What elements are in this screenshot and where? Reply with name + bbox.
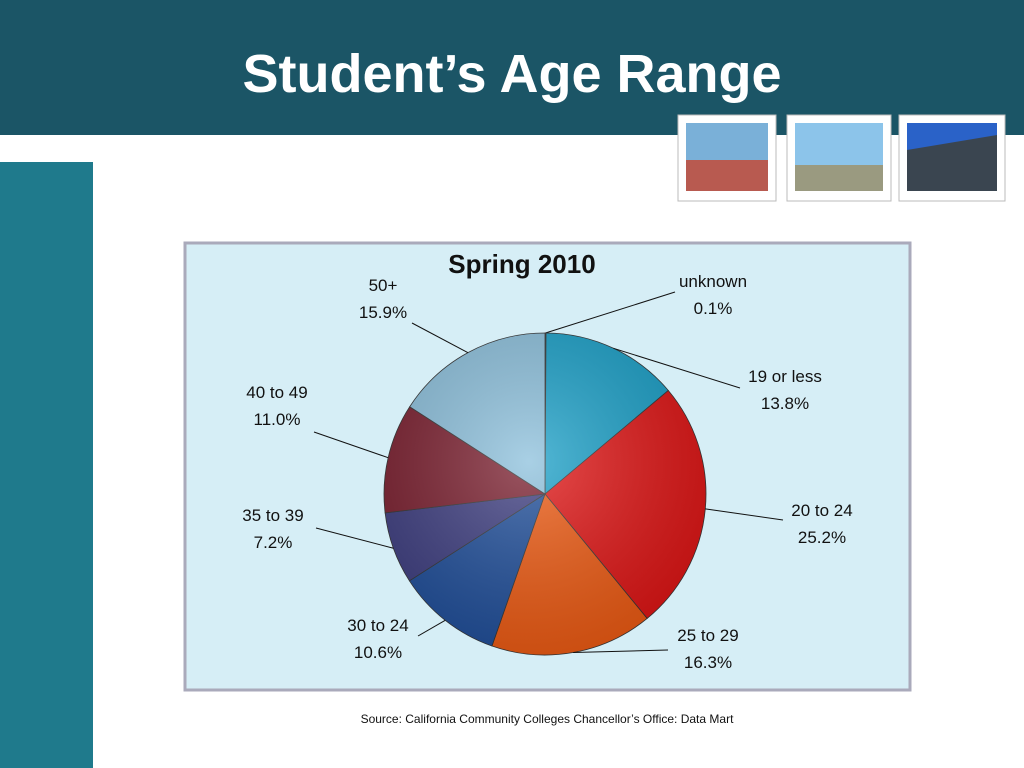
slice-value-label: 13.8% (761, 394, 809, 413)
leader-line (315, 527, 394, 549)
slice-value-label: 16.3% (684, 653, 732, 672)
source-note: Source: California Community Colleges Ch… (361, 712, 734, 726)
slice-label: 25 to 29 (677, 626, 738, 645)
photos (677, 114, 1006, 202)
slice-value-label: 10.6% (354, 643, 402, 662)
slice-value-label: 15.9% (359, 303, 407, 322)
slice-label: 20 to 24 (791, 501, 852, 520)
chart-title: Spring 2010 (448, 249, 595, 279)
slice-label: 35 to 39 (242, 506, 303, 525)
slide-title: Student’s Age Range (242, 44, 781, 104)
slice-label: 30 to 24 (347, 616, 408, 635)
slice-value-label: 11.0% (254, 410, 301, 429)
leader-line (705, 508, 784, 521)
leader-line (545, 291, 676, 334)
slice-label: 50+ (369, 276, 398, 295)
slice-label: unknown (679, 272, 747, 291)
slice-value-label: 7.2% (254, 533, 293, 552)
leader-line (313, 431, 389, 459)
header-band (0, 0, 1024, 135)
side-bar (0, 162, 93, 768)
slice-value-label: 25.2% (798, 528, 846, 547)
slice-label: 40 to 49 (246, 383, 307, 402)
slice-label: 19 or less (748, 367, 822, 386)
slice-value-label: 0.1% (694, 299, 733, 318)
